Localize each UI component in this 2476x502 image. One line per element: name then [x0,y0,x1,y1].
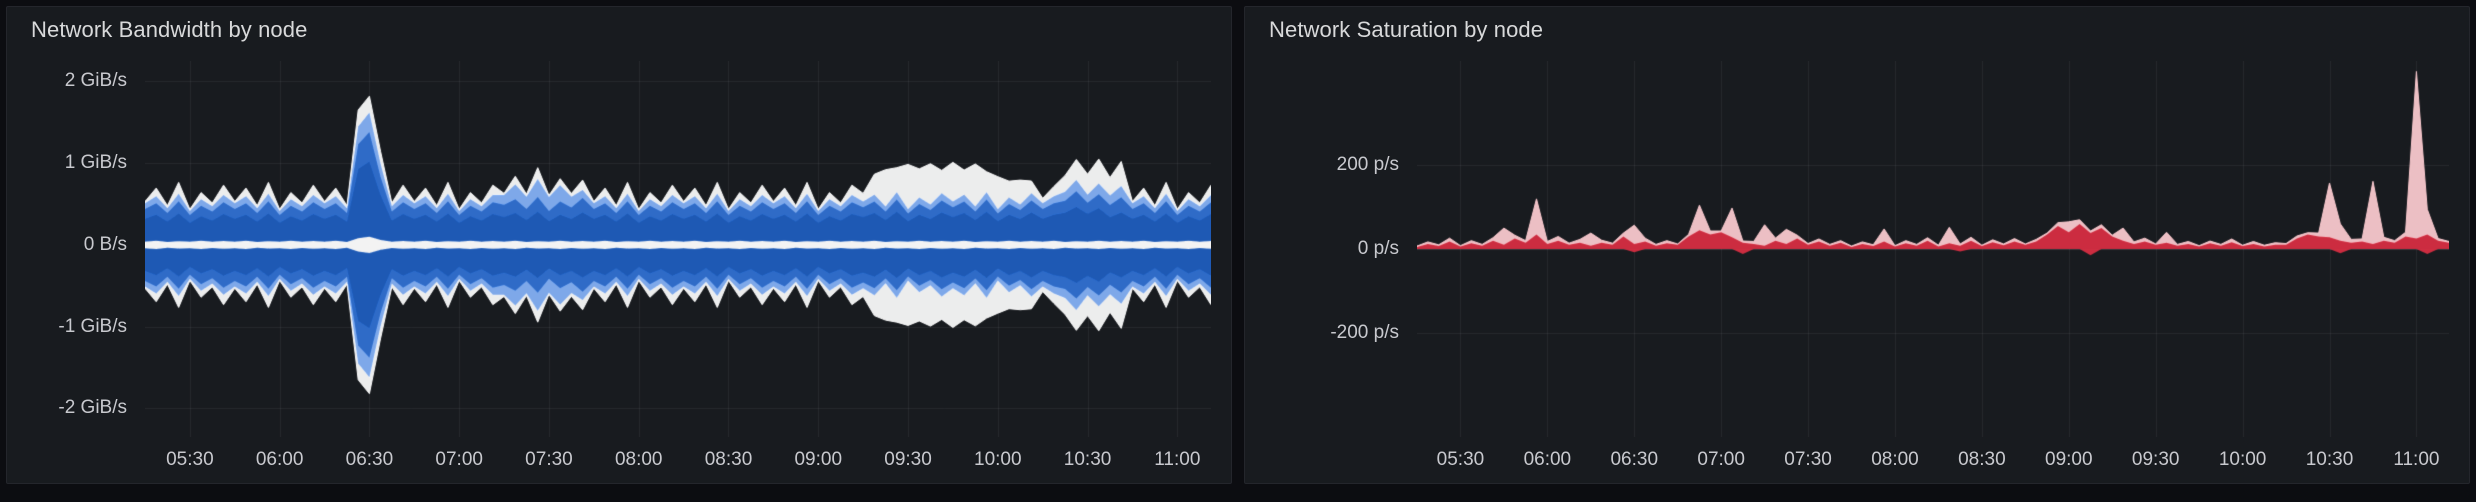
x-tick-label: 07:00 [435,449,483,470]
bandwidth-y-axis: 2 GiB/s 1 GiB/s 0 B/s -1 GiB/s -2 GiB/s [7,61,145,437]
bandwidth-x-axis: 05:30 06:00 06:30 07:00 07:30 08:00 08:3… [145,437,1211,481]
y-tick-label: 0 B/s [83,233,127,255]
x-tick-label: 07:00 [1697,449,1745,470]
x-tick-label: 11:00 [2393,449,2440,470]
y-tick-label: 2 GiB/s [64,70,127,92]
x-tick-label: 07:30 [525,449,573,470]
saturation-plot-area [1417,61,2449,437]
bandwidth-plot-area [145,61,1211,437]
y-tick-label: -1 GiB/s [58,315,127,337]
x-tick-label: 11:00 [1154,449,1201,470]
x-tick-label: 08:00 [614,449,663,470]
y-tick-label: 1 GiB/s [64,152,127,174]
panel-header: Network Bandwidth by node [7,7,1231,53]
x-tick-label: 09:00 [2045,449,2093,470]
x-tick-label: 05:30 [1436,449,1485,470]
dashboard-row: Network Bandwidth by node 2 GiB/s 1 GiB/… [6,6,2470,484]
panel-network-bandwidth: Network Bandwidth by node 2 GiB/s 1 GiB/… [6,6,1232,484]
x-tick-label: 08:30 [1958,449,2006,470]
x-tick-label: 09:30 [2131,449,2180,470]
saturation-y-axis: 200 p/s 0 p/s -200 p/s [1245,61,1417,437]
x-tick-label: 09:00 [794,449,843,470]
x-tick-label: 10:00 [2218,449,2267,470]
y-tick-label: -200 p/s [1330,321,1399,343]
x-tick-label: 06:00 [255,449,304,470]
y-tick-label: 200 p/s [1336,154,1399,176]
x-tick-label: 08:30 [704,449,753,470]
panel-body: 2 GiB/s 1 GiB/s 0 B/s -1 GiB/s -2 GiB/s … [7,53,1231,483]
x-tick-label: 05:30 [166,449,214,470]
x-tick-label: 10:30 [2305,449,2354,470]
x-tick-label: 09:30 [884,449,932,470]
x-tick-label: 10:30 [1063,449,1112,470]
x-tick-label: 06:30 [345,449,394,470]
x-tick-label: 07:30 [1784,449,1832,470]
saturation-chart-canvas[interactable] [1417,61,2449,437]
x-tick-label: 08:00 [1871,449,1919,470]
y-tick-label: 0 p/s [1357,238,1399,259]
bandwidth-chart-canvas[interactable] [145,61,1211,437]
x-tick-label: 10:00 [974,449,1022,470]
saturation-x-axis: 05:30 06:00 06:30 07:00 07:30 08:00 08:3… [1417,437,2449,481]
panel-title-network-bandwidth[interactable]: Network Bandwidth by node [31,17,308,42]
y-tick-label: -2 GiB/s [58,397,127,419]
panel-network-saturation: Network Saturation by node 200 p/s 0 p/s… [1244,6,2470,484]
panel-body: 200 p/s 0 p/s -200 p/s 05:30 06:00 06:30… [1245,53,2469,483]
x-tick-label: 06:00 [1523,449,1572,470]
panel-header: Network Saturation by node [1245,7,2469,53]
x-tick-label: 06:30 [1610,449,1659,470]
panel-title-network-saturation[interactable]: Network Saturation by node [1269,17,1544,42]
